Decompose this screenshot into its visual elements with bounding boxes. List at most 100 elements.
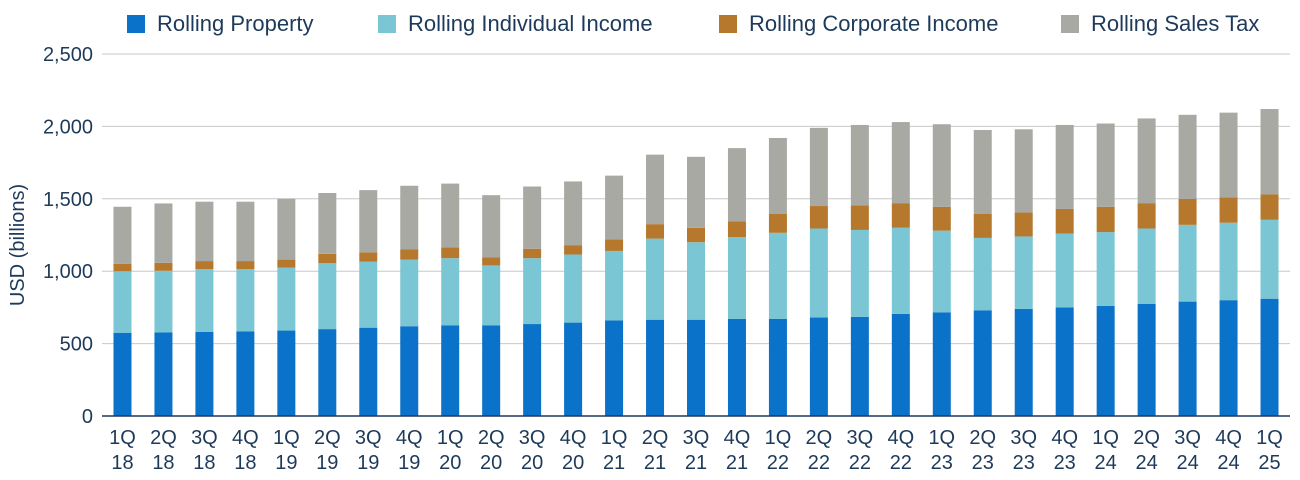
- bar-segment-rolling-sales-tax: [727, 148, 746, 222]
- bar-segment-rolling-individual-income: [277, 267, 296, 331]
- bar-segment-rolling-property: [1014, 308, 1033, 416]
- bar-segment-rolling-corporate-income: [1096, 206, 1115, 233]
- bar-segment-rolling-corporate-income: [973, 214, 992, 238]
- bar-segment-rolling-corporate-income: [727, 221, 746, 238]
- bar-segment-rolling-sales-tax: [1178, 114, 1197, 199]
- x-tick-label-quarter: 2Q: [314, 427, 341, 449]
- bar-segment-rolling-individual-income: [646, 238, 665, 320]
- bar-segment-rolling-property: [1178, 301, 1197, 416]
- x-tick-label-year: 23: [1054, 452, 1076, 474]
- bar-segment-rolling-sales-tax: [1096, 123, 1115, 207]
- x-tick-label-year: 20: [439, 452, 461, 474]
- bar-segment-rolling-individual-income: [850, 229, 869, 317]
- legend-label-property: Rolling Property: [157, 11, 314, 36]
- bar-segment-rolling-individual-income: [1014, 236, 1033, 309]
- x-tick-label-year: 19: [398, 452, 420, 474]
- bar-segment-rolling-sales-tax: [932, 124, 951, 207]
- y-tick-label: 500: [60, 334, 93, 356]
- bar-segment-rolling-property: [523, 324, 542, 416]
- bar-segment-rolling-corporate-income: [932, 206, 951, 231]
- bar-segment-rolling-sales-tax: [482, 195, 501, 258]
- bar-segment-rolling-corporate-income: [1055, 208, 1074, 234]
- bar-segment-rolling-corporate-income: [605, 239, 624, 251]
- bar-segment-rolling-individual-income: [809, 228, 828, 318]
- bar-segment-rolling-property: [564, 322, 583, 416]
- bar-segment-rolling-corporate-income: [441, 247, 460, 259]
- bar-segment-rolling-sales-tax: [318, 193, 337, 254]
- bar-segment-rolling-individual-income: [236, 269, 255, 332]
- bar-segment-rolling-corporate-income: [154, 262, 173, 271]
- bar-segment-rolling-sales-tax: [850, 124, 869, 206]
- bar-segment-rolling-sales-tax: [1260, 109, 1279, 195]
- bar-segment-rolling-sales-tax: [768, 137, 787, 215]
- bar-segment-rolling-individual-income: [1055, 233, 1074, 308]
- x-tick-label-quarter: 1Q: [273, 427, 300, 449]
- bar-segment-rolling-property: [891, 313, 910, 416]
- bar-segment-rolling-individual-income: [318, 263, 337, 330]
- x-tick-label-quarter: 4Q: [1051, 427, 1078, 449]
- x-tick-label-year: 23: [972, 452, 994, 474]
- bar-segment-rolling-corporate-income: [809, 206, 828, 229]
- x-tick-label-quarter: 1Q: [437, 427, 464, 449]
- x-tick-label-quarter: 4Q: [232, 427, 259, 449]
- x-tick-label-quarter: 4Q: [396, 427, 423, 449]
- x-tick-label-year: 24: [1176, 452, 1198, 474]
- bar-segment-rolling-corporate-income: [400, 249, 419, 260]
- x-tick-label-quarter: 4Q: [1215, 427, 1242, 449]
- bar-segment-rolling-individual-income: [564, 254, 583, 323]
- bar-segment-rolling-corporate-income: [195, 261, 214, 270]
- bar-segment-rolling-corporate-income: [482, 257, 501, 266]
- bar-segment-rolling-corporate-income: [113, 263, 132, 272]
- x-tick-label-year: 18: [193, 452, 215, 474]
- x-tick-label-year: 20: [521, 452, 543, 474]
- bar-segment-rolling-sales-tax: [236, 201, 255, 262]
- x-tick-label-year: 24: [1095, 452, 1117, 474]
- bar-segment-rolling-property: [441, 325, 460, 416]
- legend-item-individual-income: Rolling Individual Income: [378, 8, 653, 40]
- bar-segment-rolling-sales-tax: [891, 122, 910, 204]
- bar-segment-rolling-corporate-income: [1260, 194, 1279, 220]
- x-tick-label-quarter: 3Q: [191, 427, 218, 449]
- bar-segment-rolling-corporate-income: [359, 252, 378, 262]
- y-tick-label: 0: [82, 406, 93, 428]
- chart-legend: Rolling Property Rolling Individual Inco…: [0, 8, 1300, 40]
- x-tick-label-quarter: 3Q: [519, 427, 546, 449]
- bar-segment-rolling-sales-tax: [1055, 124, 1074, 209]
- bar-segment-rolling-property: [318, 329, 337, 416]
- bar-segment-rolling-corporate-income: [768, 214, 787, 233]
- bar-segment-rolling-sales-tax: [523, 186, 542, 249]
- bar-segment-rolling-sales-tax: [1219, 112, 1238, 198]
- bar-segment-rolling-individual-income: [1096, 232, 1115, 306]
- legend-item-sales-tax: Rolling Sales Tax: [1061, 8, 1259, 40]
- bar-segment-rolling-individual-income: [973, 237, 992, 311]
- bar-segment-rolling-sales-tax: [605, 175, 624, 240]
- x-tick-label-quarter: 2Q: [642, 427, 669, 449]
- bar-segment-rolling-individual-income: [1137, 228, 1156, 304]
- x-axis-ticks: 1Q 18 2Q 18 3Q 18 4Q 18 1Q 19 2Q 19 3Q 19 4Q 19 1Q 20 2Q 20…: [109, 427, 1283, 474]
- bar-segment-rolling-individual-income: [1178, 224, 1197, 302]
- x-tick-label-year: 22: [890, 452, 912, 474]
- bar-segment-rolling-property: [1260, 298, 1279, 416]
- bar-segment-rolling-sales-tax: [441, 183, 460, 248]
- legend-item-property: Rolling Property: [127, 8, 314, 40]
- x-tick-label-quarter: 4Q: [560, 427, 587, 449]
- bars: [113, 109, 1279, 416]
- bar-segment-rolling-sales-tax: [809, 127, 828, 207]
- x-tick-label-year: 18: [111, 452, 133, 474]
- x-tick-label-year: 18: [152, 452, 174, 474]
- x-tick-label-year: 22: [808, 452, 830, 474]
- bar-segment-rolling-property: [727, 318, 746, 416]
- x-tick-label-quarter: 1Q: [109, 427, 136, 449]
- bar-segment-rolling-individual-income: [113, 271, 132, 333]
- bar-segment-rolling-property: [359, 327, 378, 416]
- y-axis-ticks: 0 500 1,000 1,500 2,000 2,500: [43, 44, 93, 428]
- bar-segment-rolling-individual-income: [154, 270, 173, 333]
- bar-segment-rolling-property: [400, 326, 419, 416]
- bar-segment-rolling-individual-income: [687, 242, 705, 320]
- x-tick-label-quarter: 2Q: [1133, 427, 1160, 449]
- bar-segment-rolling-individual-income: [932, 230, 951, 313]
- bar-segment-rolling-sales-tax: [564, 181, 583, 246]
- bar-segment-rolling-sales-tax: [154, 203, 173, 263]
- y-tick-label: 2,500: [43, 44, 93, 66]
